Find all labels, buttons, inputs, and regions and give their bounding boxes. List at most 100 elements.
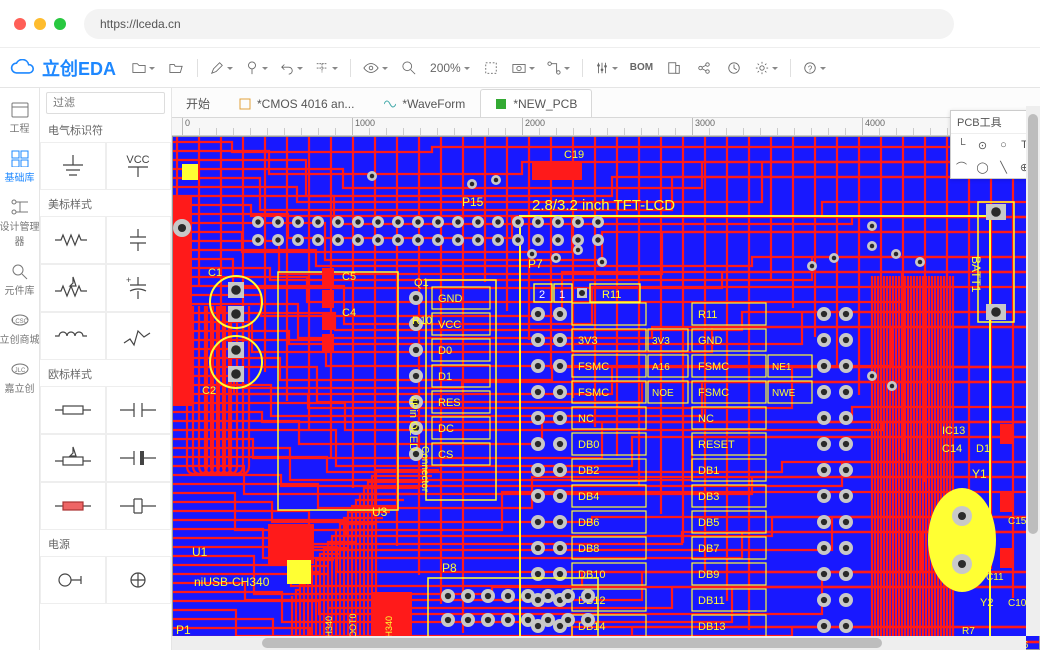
- pcb-canvas[interactable]: 2.8/3.2 inch TFT-LCDP1521R11P7R113V33V3G…: [172, 136, 1040, 650]
- symbol-fuse[interactable]: [40, 482, 106, 530]
- svg-text:DB5: DB5: [698, 517, 719, 529]
- symbol-capacitor[interactable]: [106, 216, 172, 264]
- tab-3[interactable]: *NEW_PCB: [480, 89, 592, 117]
- minimize-dot[interactable]: [34, 18, 46, 30]
- svg-text:P8: P8: [442, 561, 457, 575]
- undo-menu[interactable]: [276, 55, 307, 81]
- tool-pad[interactable]: ⊙: [972, 134, 993, 156]
- symbol-vcc[interactable]: VCC: [106, 142, 172, 190]
- svg-text:JLC: JLC: [14, 368, 25, 374]
- route-menu[interactable]: [543, 55, 574, 81]
- pen-menu[interactable]: [206, 55, 237, 81]
- svg-text:Connector: Connector: [419, 446, 430, 493]
- rail-item-2[interactable]: 设计管理器: [0, 192, 40, 256]
- svg-text:Q1: Q1: [414, 277, 429, 289]
- svg-text:2.8/3.2 inch TFT-LCD: 2.8/3.2 inch TFT-LCD: [532, 197, 675, 214]
- svg-text:IC13: IC13: [942, 425, 965, 437]
- svg-text:?: ?: [808, 64, 813, 73]
- zoom-button[interactable]: [396, 55, 422, 81]
- svg-text:NWE: NWE: [772, 388, 796, 399]
- svg-text:3V3: 3V3: [578, 335, 598, 347]
- tool-via[interactable]: ○: [993, 134, 1014, 156]
- symbol-varistor[interactable]: [106, 312, 172, 360]
- folder-menu[interactable]: [128, 55, 159, 81]
- palette-section-eu: 欧标样式: [40, 360, 171, 386]
- svg-text:FSMC: FSMC: [698, 361, 729, 373]
- pencil-icon: [210, 61, 224, 75]
- symbol-capacitor-eu[interactable]: [106, 386, 172, 434]
- tab-0[interactable]: 开始: [172, 89, 224, 117]
- symbol-power1[interactable]: [40, 556, 106, 604]
- route-icon: [547, 61, 561, 75]
- address-bar[interactable]: https://lceda.cn: [84, 9, 954, 39]
- rail-item-1[interactable]: 基础库: [0, 143, 40, 192]
- rail-item-5[interactable]: JLC嘉立创: [0, 354, 40, 403]
- history-button[interactable]: [721, 55, 747, 81]
- svg-text:U3: U3: [372, 505, 388, 519]
- symbol-resistor-us[interactable]: [40, 216, 106, 264]
- camera-menu[interactable]: [508, 55, 539, 81]
- svg-text:P1: P1: [176, 623, 191, 637]
- svg-text:P15: P15: [462, 195, 484, 209]
- gear-icon: [755, 61, 769, 75]
- help-menu[interactable]: ?: [799, 55, 830, 81]
- tab-1[interactable]: *CMOS 4016 an...: [224, 89, 369, 117]
- browser-chrome: https://lceda.cn: [0, 0, 1040, 48]
- scroll-thumb[interactable]: [1028, 114, 1038, 534]
- tune-menu[interactable]: [591, 55, 622, 81]
- symbol-inductor-us[interactable]: [40, 312, 106, 360]
- symbol-power2[interactable]: [106, 556, 172, 604]
- svg-text:DB7: DB7: [698, 543, 719, 555]
- symbol-resistor-eu[interactable]: [40, 386, 106, 434]
- tool-route[interactable]: └: [951, 134, 972, 156]
- symbol-ground[interactable]: [40, 142, 106, 190]
- svg-text:D0: D0: [438, 345, 452, 357]
- rail-item-4[interactable]: LCSC立创商城: [0, 305, 40, 354]
- svg-text:FSMC: FSMC: [578, 387, 609, 399]
- fit-button[interactable]: [478, 55, 504, 81]
- symbol-polarcap-eu[interactable]: [106, 434, 172, 482]
- workspace: 开始*CMOS 4016 an...*WaveForm*NEW_PCB 0100…: [172, 88, 1040, 650]
- bom-button[interactable]: BOM: [626, 55, 657, 81]
- scroll-thumb[interactable]: [262, 638, 882, 648]
- align-menu[interactable]: [311, 55, 342, 81]
- svg-text:DB1: DB1: [698, 465, 719, 477]
- vertical-scrollbar[interactable]: [1026, 106, 1040, 636]
- tool-circle[interactable]: ◯: [972, 156, 993, 178]
- toolbar-buttons: 200% BOM ?: [128, 55, 1030, 81]
- export-icon: [667, 61, 681, 75]
- export-button[interactable]: [661, 55, 687, 81]
- tool-arc[interactable]: ⌒: [951, 156, 972, 178]
- filter-input[interactable]: [46, 92, 165, 114]
- palette-section-electrical: 电气标识符: [40, 116, 171, 142]
- history-icon: [727, 61, 741, 75]
- rail-item-3[interactable]: 元件库: [0, 256, 40, 305]
- settings-menu[interactable]: [751, 55, 782, 81]
- pin-menu[interactable]: [241, 55, 272, 81]
- svg-text:C1: C1: [208, 267, 222, 279]
- open-button[interactable]: [163, 55, 189, 81]
- svg-text:R10: R10: [412, 315, 432, 327]
- tab-2[interactable]: *WaveForm: [369, 89, 480, 117]
- zoom-level[interactable]: 200%: [426, 55, 474, 81]
- symbol-inductor-eu[interactable]: [106, 482, 172, 530]
- horizontal-scrollbar[interactable]: [172, 636, 1026, 650]
- svg-text:+: +: [126, 275, 131, 285]
- maximize-dot[interactable]: [54, 18, 66, 30]
- symbol-polarized-cap[interactable]: +: [106, 264, 172, 312]
- close-dot[interactable]: [14, 18, 26, 30]
- svg-text:DB6: DB6: [578, 517, 599, 529]
- rail-item-0[interactable]: 工程: [0, 94, 40, 143]
- tool-line[interactable]: ╲: [993, 156, 1014, 178]
- symbol-pot-eu[interactable]: [40, 434, 106, 482]
- symbol-pot-us[interactable]: [40, 264, 106, 312]
- svg-text:NOE: NOE: [652, 388, 674, 399]
- folder-open-icon: [169, 61, 183, 75]
- svg-text:DB8: DB8: [578, 543, 599, 555]
- view-menu[interactable]: [359, 55, 392, 81]
- pcb-tools-panel[interactable]: PCB工具 └ ⊙ ○ T ⌒ ◯ ╲ ⊕: [950, 110, 1036, 179]
- app-logo[interactable]: 立创EDA: [10, 55, 116, 81]
- share-button[interactable]: [691, 55, 717, 81]
- svg-text:GND: GND: [698, 335, 723, 347]
- svg-text:DB4: DB4: [578, 491, 599, 503]
